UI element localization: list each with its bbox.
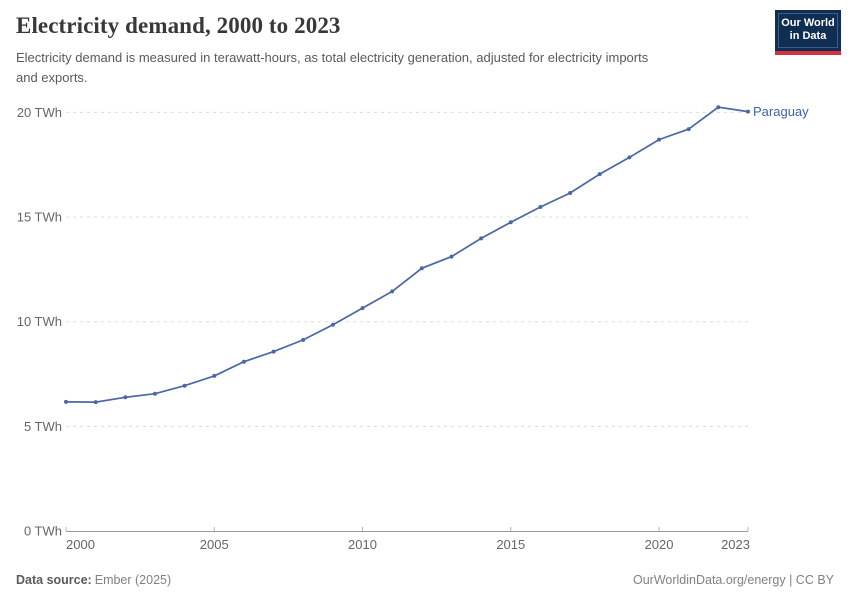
owid-logo-background: Our World in Data: [775, 10, 841, 52]
x-axis-label: 2020: [645, 537, 674, 552]
data-point[interactable]: [271, 349, 276, 354]
data-point[interactable]: [716, 105, 721, 110]
data-point[interactable]: [64, 399, 68, 404]
data-point[interactable]: [746, 109, 750, 114]
data-point[interactable]: [419, 266, 424, 271]
data-point[interactable]: [597, 172, 602, 177]
y-axis-label: 5 TWh: [24, 419, 62, 434]
x-axis-label: 2015: [496, 537, 525, 552]
data-point[interactable]: [627, 155, 632, 160]
data-point[interactable]: [330, 322, 335, 327]
chart-header: Electricity demand, 2000 to 2023 Electri…: [16, 10, 841, 88]
owid-logo-line1: Our World: [781, 17, 835, 29]
page-title: Electricity demand, 2000 to 2023: [16, 13, 341, 38]
data-point[interactable]: [182, 383, 187, 388]
data-point[interactable]: [360, 306, 365, 311]
x-axis-label: 2023: [721, 537, 750, 552]
series-line[interactable]: [65, 106, 749, 403]
y-axis-label: 0 TWh: [24, 524, 62, 539]
data-point[interactable]: [568, 191, 573, 195]
credit-line: OurWorldinData.org/energy | CC BY: [632, 573, 834, 587]
chart-footer: Data source: Ember (2025) OurWorldinData.…: [16, 573, 834, 587]
data-point[interactable]: [686, 127, 691, 132]
data-point[interactable]: [479, 236, 484, 241]
data-point[interactable]: [657, 137, 661, 142]
data-source-value: Ember (2025): [94, 573, 172, 587]
data-point[interactable]: [241, 359, 246, 364]
y-axis-label: 20 TWh: [17, 105, 62, 120]
data-point[interactable]: [301, 337, 306, 342]
data-point[interactable]: [153, 391, 157, 396]
x-axis-label: 2010: [348, 537, 377, 552]
x-axis-label: 2000: [66, 537, 95, 552]
line-chart-svg[interactable]: 0 TWh 5 TWh 10 TWh 15 TWh 20 TWh 2000 2005 2010…: [0, 95, 850, 570]
data-point[interactable]: [212, 373, 217, 378]
entity-label[interactable]: Paraguay: [753, 104, 809, 119]
data-point[interactable]: [123, 395, 128, 400]
owid-logo-text: Our World in Data: [778, 13, 838, 49]
owid-logo-red-bar: [775, 51, 841, 56]
y-axis-label: 15 TWh: [17, 210, 62, 225]
x-axis-label: 2005: [200, 537, 229, 552]
owid-logo: Our World in Data: [775, 10, 841, 56]
data-point[interactable]: [93, 400, 98, 405]
y-axis-label: 10 TWh: [17, 314, 62, 329]
data-source-label: Data source:: [16, 573, 92, 587]
data-point[interactable]: [449, 254, 454, 259]
data-point[interactable]: [538, 205, 543, 209]
data-source: Data source: Ember (2025): [16, 573, 171, 587]
data-point[interactable]: [508, 220, 513, 225]
chart-subtitle: Electricity demand is measured in terawa…: [16, 49, 649, 85]
owid-logo-line2: in Data: [789, 30, 827, 43]
data-point[interactable]: [390, 289, 395, 294]
